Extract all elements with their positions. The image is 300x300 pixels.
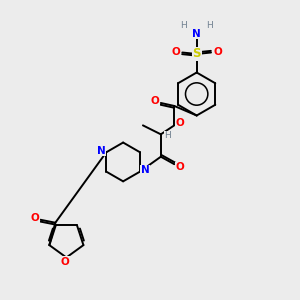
Text: O: O xyxy=(175,118,184,128)
Text: O: O xyxy=(213,47,222,57)
Text: N: N xyxy=(97,146,105,156)
Text: N: N xyxy=(141,165,150,175)
Text: O: O xyxy=(151,97,159,106)
Text: N: N xyxy=(192,29,201,39)
Text: O: O xyxy=(31,213,39,223)
Text: H: H xyxy=(164,131,171,140)
Text: O: O xyxy=(176,162,184,172)
Text: H: H xyxy=(206,21,213,30)
Text: H: H xyxy=(180,21,187,30)
Text: O: O xyxy=(61,257,69,267)
Text: O: O xyxy=(171,47,180,57)
Text: S: S xyxy=(192,47,201,61)
